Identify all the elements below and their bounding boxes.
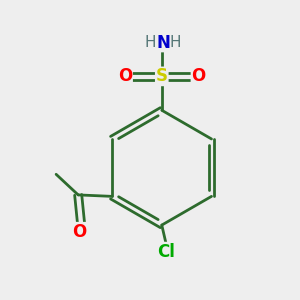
Text: S: S [156, 68, 168, 85]
Text: H: H [145, 35, 156, 50]
Text: H: H [169, 35, 181, 50]
Text: N: N [156, 34, 170, 52]
Text: O: O [118, 68, 132, 85]
Text: Cl: Cl [157, 243, 175, 261]
Text: O: O [73, 223, 87, 241]
Text: O: O [191, 68, 206, 85]
